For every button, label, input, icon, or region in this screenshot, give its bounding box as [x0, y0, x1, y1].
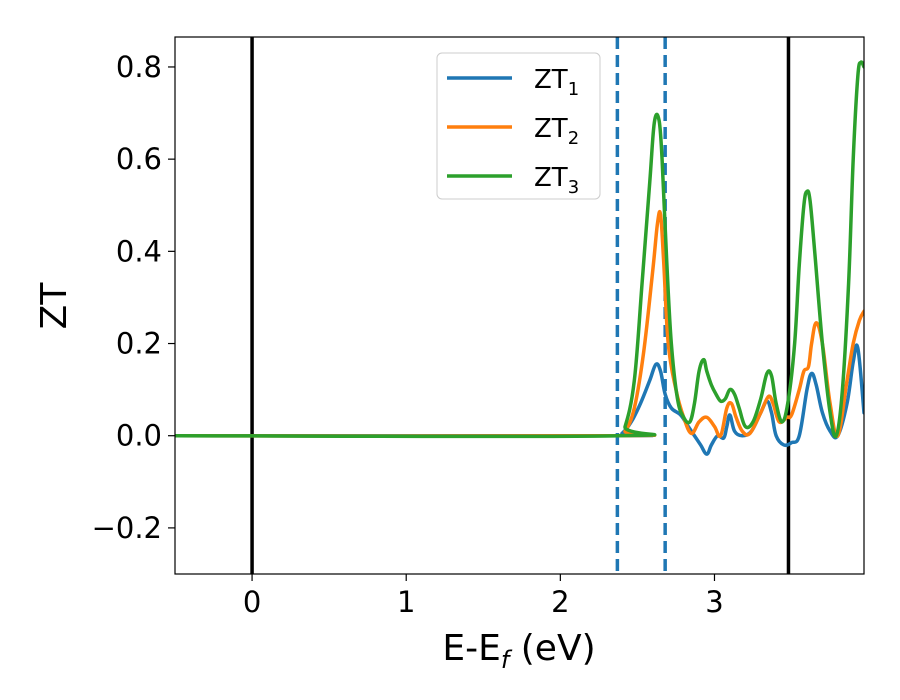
legend-label: ZT1 — [534, 65, 579, 100]
legend-label-main: ZT — [534, 114, 568, 144]
series-line-zt2 — [175, 209, 864, 439]
y-tick-label: 0.6 — [116, 142, 162, 176]
x-tick-label: 3 — [705, 585, 723, 619]
plot-frame — [174, 36, 865, 575]
y-tick-label: 0.0 — [116, 419, 162, 453]
y-tick-label: 0.2 — [116, 327, 162, 361]
plot-area — [175, 37, 864, 574]
y-tick-label: 0.4 — [116, 234, 162, 268]
legend-label-main: ZT — [534, 65, 568, 95]
legend-label-subscript: 2 — [568, 128, 579, 149]
legend-label-subscript: 3 — [568, 177, 579, 198]
series-line-zt1 — [175, 343, 864, 456]
x-tick-label: 0 — [243, 585, 261, 619]
legend-label: ZT2 — [534, 114, 579, 149]
x-axis-label-main: E-E — [442, 628, 500, 669]
series-lines — [175, 60, 864, 456]
reference-lines — [250, 37, 791, 574]
x-axis: 0 1 2 3 — [243, 574, 724, 619]
legend-box — [436, 52, 601, 200]
x-tick-label: 1 — [397, 585, 415, 619]
y-axis: −0.2 0.0 0.2 0.4 0.6 0.8 — [92, 50, 175, 545]
x-tick-label: 2 — [551, 585, 569, 619]
legend-label: ZT3 — [534, 163, 579, 198]
series-line-zt3 — [175, 60, 864, 439]
x-axis-label: E-Ef (eV) — [442, 628, 595, 674]
y-axis-label: ZT — [34, 282, 75, 330]
legend-label-main: ZT — [534, 163, 568, 193]
y-tick-label: −0.2 — [92, 511, 162, 545]
x-axis-label-unit: (eV) — [509, 628, 595, 669]
y-tick-label: 0.8 — [116, 50, 162, 84]
legend-label-subscript: 1 — [568, 79, 579, 100]
